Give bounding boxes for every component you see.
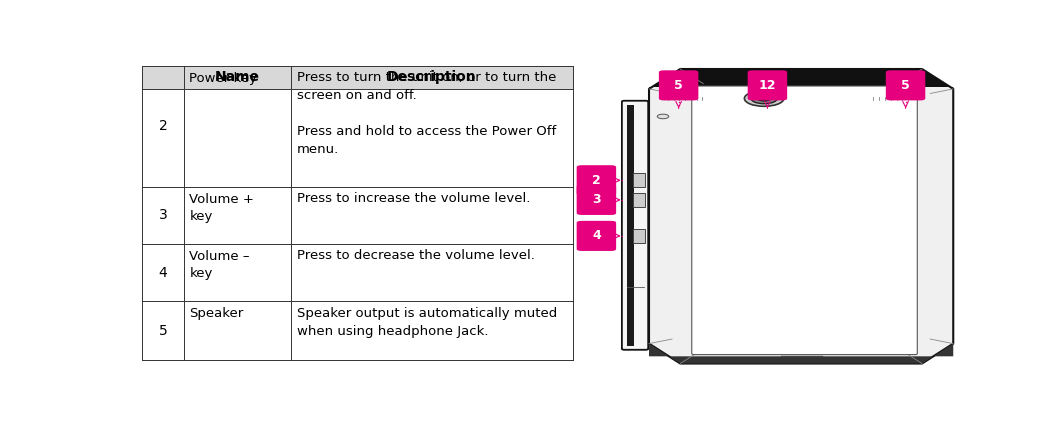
Text: 4: 4 bbox=[592, 230, 601, 242]
Circle shape bbox=[657, 114, 668, 119]
Text: Power key: Power key bbox=[189, 72, 257, 85]
Text: 2: 2 bbox=[159, 119, 168, 133]
Text: 5: 5 bbox=[901, 79, 910, 92]
FancyBboxPatch shape bbox=[622, 101, 648, 350]
FancyBboxPatch shape bbox=[142, 66, 573, 89]
FancyBboxPatch shape bbox=[692, 86, 918, 354]
Text: Volume –
key: Volume – key bbox=[189, 250, 249, 280]
Text: 5: 5 bbox=[674, 79, 683, 92]
FancyBboxPatch shape bbox=[633, 229, 645, 243]
Text: 4: 4 bbox=[159, 266, 168, 280]
Text: 2: 2 bbox=[592, 174, 601, 187]
Text: Press to decrease the volume level.: Press to decrease the volume level. bbox=[297, 249, 535, 262]
FancyBboxPatch shape bbox=[627, 105, 634, 346]
FancyBboxPatch shape bbox=[633, 173, 645, 187]
Text: Speaker: Speaker bbox=[189, 307, 244, 320]
FancyBboxPatch shape bbox=[886, 70, 925, 100]
Polygon shape bbox=[649, 69, 953, 89]
Polygon shape bbox=[649, 344, 953, 363]
Text: 5: 5 bbox=[159, 324, 168, 338]
FancyBboxPatch shape bbox=[748, 70, 787, 100]
Text: Name: Name bbox=[214, 70, 260, 84]
Circle shape bbox=[751, 93, 778, 104]
Circle shape bbox=[758, 96, 770, 101]
Text: 3: 3 bbox=[159, 208, 168, 222]
FancyBboxPatch shape bbox=[576, 165, 616, 196]
Text: Press to increase the volume level.: Press to increase the volume level. bbox=[297, 192, 530, 205]
FancyBboxPatch shape bbox=[576, 221, 616, 251]
Polygon shape bbox=[649, 69, 953, 363]
FancyBboxPatch shape bbox=[659, 70, 698, 100]
Text: Volume +
key: Volume + key bbox=[189, 193, 255, 223]
Circle shape bbox=[762, 97, 767, 99]
Text: Description: Description bbox=[386, 70, 476, 84]
Text: Speaker output is automatically muted
when using headphone Jack.: Speaker output is automatically muted wh… bbox=[297, 306, 557, 337]
Text: 12: 12 bbox=[759, 79, 777, 92]
Text: Press to turn the unit on, or to turn the
screen on and off.

Press and hold to : Press to turn the unit on, or to turn th… bbox=[297, 71, 556, 156]
Text: 3: 3 bbox=[592, 193, 601, 207]
Circle shape bbox=[745, 91, 784, 106]
FancyBboxPatch shape bbox=[576, 185, 616, 215]
FancyBboxPatch shape bbox=[633, 193, 645, 207]
